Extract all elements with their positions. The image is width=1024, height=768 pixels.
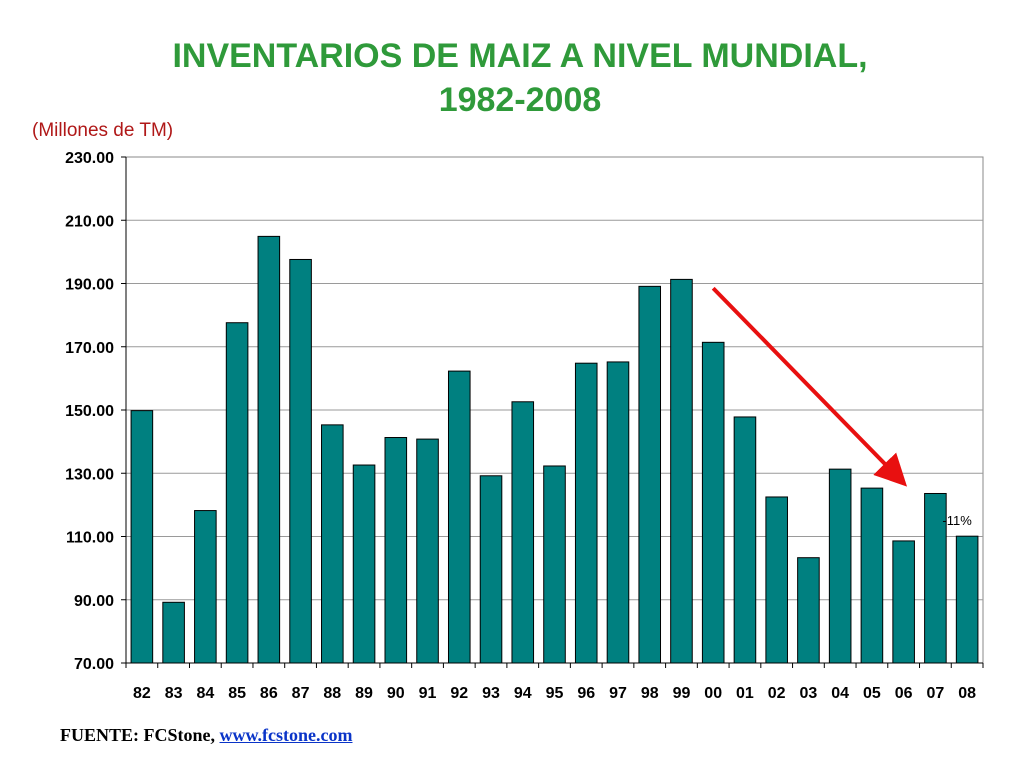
x-tick-label: 95 [546,685,564,702]
x-tick-label: 96 [577,685,595,702]
source-link[interactable]: www.fcstone.com [219,725,353,745]
annotations: -11% [711,286,972,528]
bar-06 [892,540,915,664]
bar-02 [765,496,788,664]
bar-88 [321,424,344,664]
x-tick-label: 83 [165,685,183,702]
bar-01 [733,416,757,664]
x-tick-label: 99 [673,685,691,702]
x-tick-label: 03 [800,685,818,702]
bar-95 [543,465,566,664]
x-tick-label: 92 [450,685,468,702]
x-tick-label: 91 [419,685,437,702]
x-tick-label: 98 [641,685,659,702]
x-tick-label: 90 [387,685,405,702]
source-note: FUENTE: FCStone, www.fcstone.com [60,725,353,746]
bar-91 [416,438,439,664]
x-tick-label: 02 [768,685,786,702]
bar-04 [828,468,852,664]
bar-93 [479,475,503,664]
y-tick-label: 110.00 [66,530,114,547]
x-tick-label: 94 [514,685,532,702]
y-tick-label: 70.00 [74,656,114,673]
x-tick-label: 84 [196,685,214,702]
bar-03 [797,557,820,664]
x-tick-label: 86 [260,685,278,702]
chart-title-line2: 1982-2008 [438,81,602,119]
x-tick-label: 89 [355,685,373,702]
bar-00 [701,341,725,664]
bar-94 [511,401,535,664]
bar-92 [447,370,471,664]
y-tick-label: 210.00 [65,213,114,230]
x-tick-label: 93 [482,685,500,702]
x-tick-label: 06 [895,685,913,702]
bar-98 [638,285,662,664]
source-prefix: FUENTE: FCStone, [60,725,220,745]
y-tick-label: 190.00 [65,277,114,294]
bar-05 [860,487,884,664]
y-tick-label: 150.00 [65,403,114,420]
bar-83 [162,601,185,664]
x-tick-label: 01 [736,685,754,702]
x-tick-label: 82 [133,685,151,702]
y-tick-label: 130.00 [65,466,114,483]
bar-08 [955,535,979,664]
x-tick-label: 85 [228,685,246,702]
x-tick-label: 00 [704,685,722,702]
bar-89 [352,464,376,664]
x-tick-label: 88 [323,685,341,702]
x-tick-label: 05 [863,685,881,702]
x-tick-label: 04 [831,685,849,702]
x-tick-label: 97 [609,685,627,702]
bar-82 [130,410,154,664]
annotation-label: -11% [942,513,972,528]
bar-86 [257,235,281,664]
x-tick-label: 08 [958,685,976,702]
bar-99 [670,278,693,664]
bar-84 [194,510,217,664]
y-tick-label: 90.00 [74,593,114,610]
trend-arrow [711,286,908,487]
y-tick-label: 230.00 [65,150,114,167]
bar-97 [606,361,630,664]
y-tick-label: 170.00 [65,340,114,357]
units-label: (Millones de TM) [32,120,174,141]
bar-96 [574,362,598,664]
y-axis: 70.00 90.00 110.00 130.00 150.00 170.00 190.00… [65,150,127,673]
chart-title-line1: INVENTARIOS DE MAIZ A NIVEL MUNDIAL, [172,37,868,75]
x-tick-label: 87 [292,685,310,702]
chart-title: INVENTARIOS DE MAIZ A NIVEL MUNDIAL, 198… [0,34,1024,122]
bars [130,235,979,664]
bar-87 [289,258,312,664]
x-tick-label: 07 [926,685,944,702]
x-axis: 82 83 84 85 86 87 88 89 90 91 92 93 94 95 96 97 98 99 00 01… [125,662,984,702]
bar-90 [384,437,408,664]
bar-85 [225,322,249,664]
